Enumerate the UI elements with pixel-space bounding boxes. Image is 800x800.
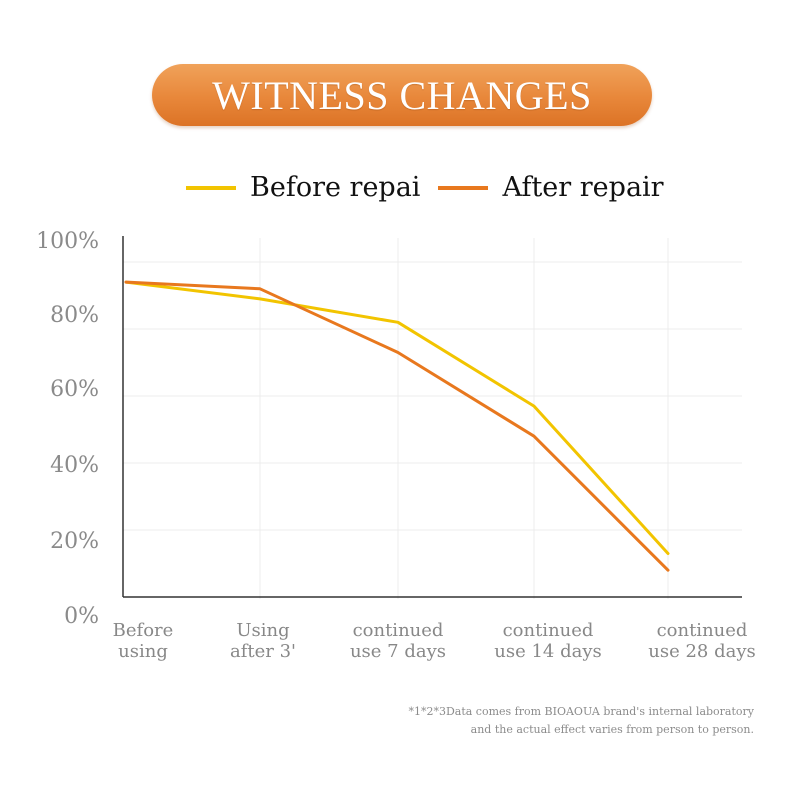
footnote-line-1: *1*2*3Data comes from BIOAOUA brand's in… — [408, 705, 754, 718]
y-tick-label: 80% — [50, 303, 99, 328]
y-tick-label: 40% — [50, 453, 99, 478]
chart-title: WITNESS CHANGES — [212, 72, 592, 118]
legend-swatch-after — [438, 185, 489, 190]
y-tick-label: 100% — [36, 229, 99, 254]
title-banner: WITNESS CHANGES — [152, 64, 652, 126]
x-tick-label: continued use 14 days — [494, 620, 602, 662]
footnote: *1*2*3Data comes from BIOAOUA brand's in… — [408, 703, 754, 739]
legend-label-before: Before repai — [250, 172, 421, 203]
legend-label-after: After repair — [502, 172, 664, 203]
x-tick-label: continued use 28 days — [648, 620, 756, 662]
y-tick-label: 20% — [50, 529, 99, 554]
x-tick-label: continued use 7 days — [350, 620, 446, 662]
x-tick-label: Before using — [113, 620, 174, 662]
y-tick-label: 0% — [64, 604, 99, 629]
x-tick-label: Using after 3' — [230, 620, 296, 662]
legend-item-after: After repair — [438, 172, 664, 203]
legend: Before repai After repair — [186, 172, 664, 203]
series-line-before — [124, 280, 670, 555]
legend-swatch-before — [186, 185, 236, 190]
footnote-line-2: and the actual effect varies from person… — [470, 723, 754, 736]
legend-item-before: Before repai — [186, 172, 420, 203]
y-tick-label: 60% — [50, 377, 99, 402]
series-line-after — [124, 280, 670, 572]
